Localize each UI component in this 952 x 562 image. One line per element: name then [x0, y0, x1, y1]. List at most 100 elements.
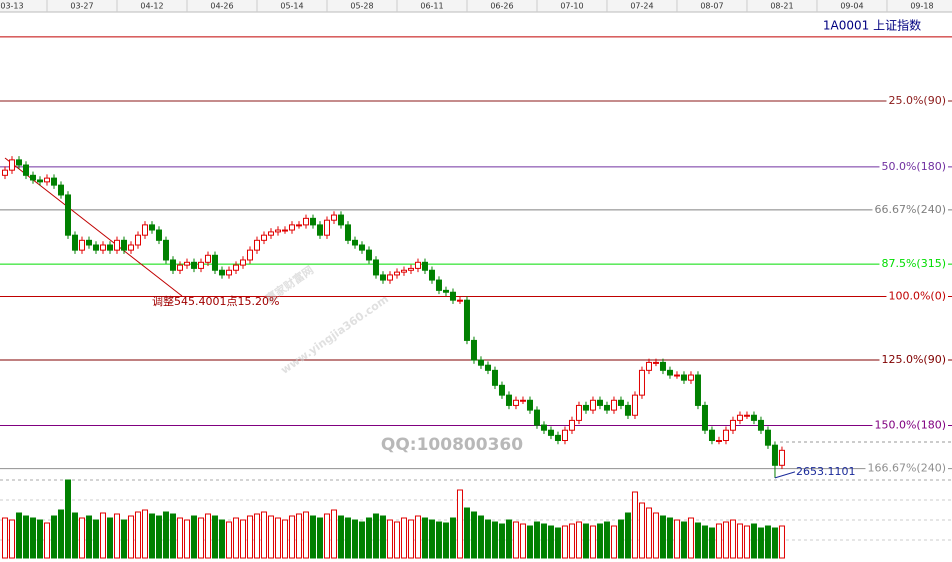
volume-bar — [561, 525, 568, 559]
volume-bar — [92, 519, 99, 559]
candle-body — [365, 249, 372, 261]
volume-bar — [197, 517, 204, 559]
candle-body — [127, 244, 134, 251]
candle-body — [463, 299, 470, 341]
candle-body — [575, 404, 582, 421]
candle-body — [29, 174, 36, 181]
volume-bar — [526, 525, 533, 559]
candle-body — [372, 259, 379, 276]
date-strip — [0, 0, 952, 12]
volume-bar — [176, 517, 183, 559]
candle-body — [484, 364, 491, 371]
x-tick-label: 07-10 — [560, 2, 583, 11]
volume-bar — [302, 511, 309, 559]
level-label: 50.0%(180) — [881, 160, 946, 173]
volume-bar — [155, 515, 162, 559]
candle-body — [596, 399, 603, 406]
volume-bar — [267, 515, 274, 559]
volume-bar — [414, 515, 421, 559]
volume-bar — [631, 491, 638, 559]
candle-body — [442, 289, 449, 293]
candle-body — [169, 259, 176, 271]
volume-bar — [673, 519, 680, 559]
candle-body — [71, 234, 78, 251]
candle-body — [302, 217, 309, 226]
volume-bar — [596, 523, 603, 559]
volume-bar — [50, 515, 57, 559]
candle-body — [134, 234, 141, 246]
volume-bar — [330, 509, 337, 559]
candle-body — [8, 159, 15, 171]
volume-bar — [309, 515, 316, 559]
candle-body — [267, 231, 274, 236]
volume-bar — [694, 522, 701, 559]
candle-body — [428, 269, 435, 281]
volume-bar — [36, 519, 43, 559]
volume-bar — [113, 513, 120, 559]
candle-body — [309, 217, 316, 226]
candle-body — [568, 419, 575, 431]
candle-body — [323, 219, 330, 236]
candle-body — [141, 224, 148, 236]
candle-body — [358, 244, 365, 251]
candle-body — [386, 274, 393, 281]
candle-body — [603, 404, 610, 411]
candle-body — [344, 224, 351, 241]
candle-body — [666, 369, 673, 376]
candle-body — [190, 261, 197, 269]
candle-body — [393, 271, 400, 276]
level-label-bg — [886, 289, 948, 303]
volume-bar — [127, 515, 134, 559]
volume-bar — [169, 513, 176, 559]
candle-body — [351, 239, 358, 246]
volume-bar — [253, 513, 260, 559]
volume-bar — [750, 523, 757, 559]
volume-bar — [729, 519, 736, 559]
volume-bar — [246, 515, 253, 559]
candle-body — [78, 239, 85, 251]
candle-body — [652, 361, 659, 364]
volume-bar — [239, 519, 246, 559]
candle-body — [589, 399, 596, 411]
volume-bar — [400, 517, 407, 559]
level-label: 150.0%(180) — [874, 419, 946, 432]
volume-bar — [610, 525, 617, 559]
levels: 25.0%(90) 50.0%(180) 66.67%(240) 87.5%(315)… — [0, 36, 952, 475]
candle-body — [694, 374, 701, 406]
candle-body — [617, 399, 624, 406]
volume-bar — [337, 515, 344, 559]
candle-body — [155, 229, 162, 241]
volume-bar — [582, 523, 589, 559]
level-label: 25.0%(90) — [888, 94, 946, 107]
candle-body — [330, 214, 337, 221]
x-tick-label: 09-18 — [910, 2, 933, 11]
candle-body — [491, 369, 498, 386]
candle-body — [260, 234, 267, 241]
volume-bar — [477, 515, 484, 559]
candle-body — [253, 239, 260, 251]
candle-body — [757, 419, 764, 431]
candle-body — [505, 394, 512, 406]
x-tick-label: 04-12 — [140, 2, 163, 11]
candle-body — [715, 440, 722, 443]
volume-bar — [29, 517, 36, 559]
volume-bar — [533, 521, 540, 559]
candle-body — [197, 261, 204, 269]
instrument: 1A0001 上证指数 — [823, 18, 921, 33]
volume-bar — [106, 517, 113, 559]
volume-bar — [323, 513, 330, 559]
volume-bar — [407, 519, 414, 559]
volume-bar — [757, 527, 764, 559]
candle-body — [673, 374, 680, 377]
volume-bar — [764, 525, 771, 559]
volume-bar — [778, 525, 785, 559]
candle-body — [547, 429, 554, 436]
volume-bar — [232, 517, 239, 559]
volume-bar — [372, 513, 379, 559]
candle-body — [211, 254, 218, 271]
volume-bar — [78, 517, 85, 559]
candle-body — [50, 177, 57, 186]
volume-bar — [519, 523, 526, 559]
volume-bar — [281, 519, 288, 559]
